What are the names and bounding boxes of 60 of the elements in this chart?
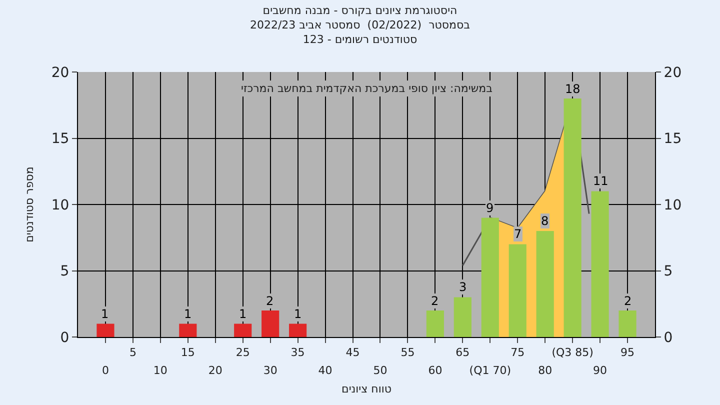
- data-label: 8: [541, 214, 549, 228]
- bar: [618, 310, 636, 337]
- data-label: 11: [593, 174, 608, 188]
- x-tick-label: 75: [510, 346, 525, 360]
- x-axis-title: טווח ציונים: [342, 382, 392, 396]
- chart-title: היסטוגרמת ציונים בקורס - מבנה מחשבים בסמסטר (02/2022) סמסטר אביב 2022/23 סטודנטים רשומים - 123: [250, 4, 470, 46]
- y2-tick-label: 5: [664, 264, 673, 280]
- bar: [454, 297, 472, 337]
- x2-tick-label: 10: [153, 364, 168, 378]
- y-tick-label: 0: [60, 330, 70, 346]
- data-label: 1: [184, 307, 192, 321]
- x2-tick-label: 80: [538, 364, 552, 378]
- x2-tick-label: 90: [593, 364, 608, 378]
- bar: [564, 98, 582, 337]
- bar: [591, 191, 609, 337]
- y2-tick-label: 15: [664, 131, 682, 148]
- x2-tick-label: (Q1 70): [469, 364, 512, 378]
- bar: [481, 218, 499, 337]
- x-tick-label: 45: [346, 346, 360, 360]
- x-tick-label: 15: [180, 346, 195, 360]
- y-tick-label: 20: [51, 64, 70, 81]
- data-label: 9: [486, 201, 494, 215]
- x-tick-label: 25: [236, 346, 250, 360]
- data-label: 18: [565, 82, 580, 96]
- bar: [289, 324, 307, 337]
- y-axis-title: מספר סטודנטים: [23, 166, 36, 242]
- x-tick-label: 95: [620, 346, 635, 360]
- data-label: 1: [294, 307, 302, 321]
- x-tick-label: 35: [290, 346, 305, 360]
- y2-tick-label: 0: [664, 330, 673, 346]
- data-label: 2: [624, 294, 632, 308]
- y-tick-label: 5: [60, 264, 70, 280]
- x-tick-label: (Q3 85): [552, 346, 594, 360]
- x-tick-label: 65: [456, 346, 470, 360]
- x2-tick-label: 30: [263, 364, 278, 378]
- data-label: 3: [459, 280, 467, 294]
- x-tick-label: 55: [400, 346, 415, 360]
- x2-tick-label: 60: [428, 364, 442, 378]
- x2-tick-label: 50: [373, 364, 388, 378]
- y2-tick-label: 20: [664, 64, 682, 81]
- x-tick-label: 5: [129, 346, 136, 360]
- y-tick-label: 15: [51, 131, 70, 148]
- x2-tick-label: 40: [318, 364, 332, 378]
- x2-tick-label: 0: [102, 364, 109, 378]
- bar: [96, 324, 114, 337]
- data-label: 2: [431, 294, 439, 308]
- bar: [234, 324, 252, 337]
- bar: [426, 310, 444, 337]
- data-label: 2: [266, 294, 274, 308]
- data-label: 7: [514, 227, 522, 241]
- data-label: 1: [101, 307, 109, 321]
- y2-tick-label: 10: [664, 197, 682, 214]
- bar: [179, 324, 197, 337]
- bar: [536, 231, 554, 337]
- data-label: 1: [239, 307, 247, 321]
- annotation: במשימה: ציון סופי במערכת האקדמית במחשב המרכזי: [241, 82, 492, 95]
- y-tick-label: 10: [51, 197, 70, 214]
- bar: [508, 244, 526, 337]
- bar: [262, 310, 280, 337]
- x2-tick-label: 20: [208, 364, 222, 378]
